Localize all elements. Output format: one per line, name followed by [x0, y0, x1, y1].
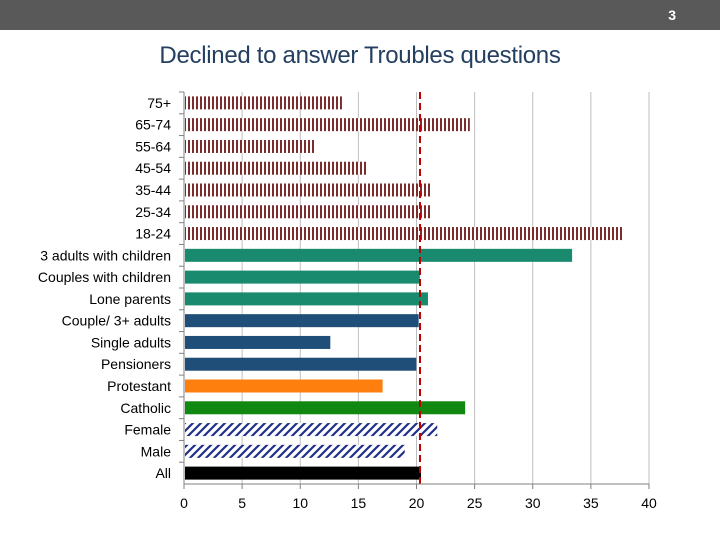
bar [185, 205, 432, 219]
bar [185, 118, 470, 132]
chart-title: Declined to answer Troubles questions [159, 42, 561, 69]
category-label: 35-44 [135, 182, 171, 198]
bar [185, 227, 624, 241]
category-label: Female [124, 422, 171, 438]
bar [185, 292, 428, 306]
x-tick-label: 15 [351, 495, 367, 511]
x-tick-label: 25 [467, 495, 483, 511]
page-number: 3 [668, 7, 676, 23]
x-tick-label: 35 [583, 495, 599, 511]
bar [185, 139, 316, 153]
category-label: 25-34 [135, 204, 171, 220]
bar [185, 335, 331, 349]
category-label: Lone parents [89, 291, 171, 307]
category-label: 3 adults with children [40, 247, 171, 263]
category-label: 75+ [147, 95, 171, 111]
bars [185, 96, 624, 480]
category-label: Single adults [91, 334, 171, 350]
category-label: Catholic [120, 400, 171, 416]
x-tick-label: 30 [525, 495, 541, 511]
bar [185, 270, 420, 284]
x-tick-label: 5 [238, 495, 246, 511]
bar [185, 401, 466, 415]
axes [179, 91, 649, 485]
bar [185, 466, 421, 480]
x-tick-label: 40 [641, 495, 657, 511]
category-labels: 75+ 65-74 55-64 45-54 35-44 25-34 18-24 3 adult… [38, 95, 171, 481]
bar [185, 248, 573, 262]
bar [185, 357, 417, 371]
bar [185, 183, 432, 197]
category-label: 18-24 [135, 226, 171, 242]
category-label: 45-54 [135, 160, 171, 176]
top-bar: 3 [0, 0, 720, 30]
category-label: Couple/ 3+ adults [62, 313, 171, 329]
bar [185, 379, 383, 393]
x-tick-label: 0 [180, 495, 188, 511]
category-label: 65-74 [135, 117, 171, 133]
category-label: All [155, 465, 171, 481]
category-label: Protestant [107, 378, 171, 394]
x-tick-label: 10 [292, 495, 308, 511]
grid [183, 92, 650, 489]
bar [185, 96, 342, 110]
category-label: Male [141, 443, 172, 459]
bar [185, 314, 419, 328]
bar [185, 444, 405, 458]
tick-labels: 0 5 10 15 20 25 30 35 40 [180, 495, 657, 511]
bar [185, 161, 367, 175]
category-label: Couples with children [38, 269, 171, 285]
bar [185, 423, 438, 437]
x-tick-label: 20 [409, 495, 425, 511]
category-label: 55-64 [135, 138, 171, 154]
category-label: Pensioners [101, 356, 171, 372]
